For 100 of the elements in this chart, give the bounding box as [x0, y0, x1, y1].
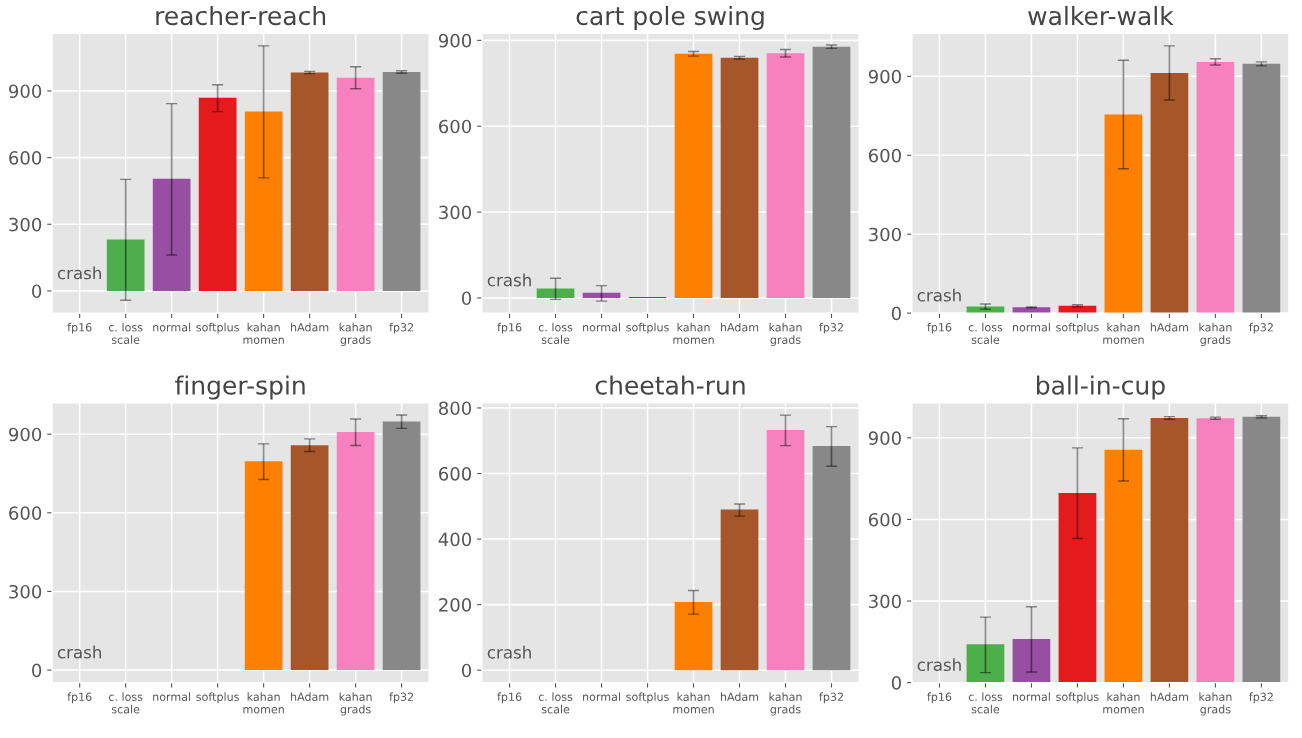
- y-tick-label: 200: [439, 598, 472, 612]
- x-tick-label: softplus: [626, 322, 669, 334]
- y-tick-label: 0: [891, 676, 901, 690]
- y-tick-label: 600: [439, 119, 472, 134]
- y-tick-label: 400: [438, 532, 472, 547]
- x-tick-label: kahan grads: [339, 692, 372, 716]
- x-tick-label: fp16: [497, 322, 522, 334]
- x-tick-label: fp32: [819, 322, 843, 334]
- x-tick-label: fp32: [389, 692, 414, 704]
- x-tick-label: softplus: [1056, 322, 1099, 334]
- bar: [1150, 72, 1189, 314]
- bar: [382, 72, 421, 291]
- x-tick-label: fp32: [819, 692, 843, 704]
- y-tick-label: 300: [9, 217, 42, 232]
- bar: [812, 445, 851, 671]
- y-tick-label: 600: [9, 151, 42, 165]
- chart-title: cart pole swing: [576, 5, 764, 31]
- x-tick-label: hAdam: [291, 322, 329, 332]
- bar: [152, 178, 191, 291]
- x-tick-label: c. loss scale: [968, 322, 1003, 344]
- annotation: crash: [57, 266, 101, 280]
- x-tick-label: c. loss scale: [538, 692, 573, 714]
- y-tick-label: 0: [32, 663, 42, 678]
- x-tick-label: hAdam: [291, 692, 329, 701]
- x-tick-label: hAdam: [1150, 692, 1189, 701]
- y-tick-label: 900: [9, 84, 42, 99]
- x-tick-label: normal: [153, 322, 191, 332]
- chart-title: cheetah-run: [595, 375, 745, 395]
- x-tick-label: fp32: [1249, 692, 1273, 704]
- y-tick-label: 900: [9, 427, 42, 442]
- bar: [766, 53, 805, 298]
- bar: [1104, 449, 1143, 683]
- bar: [812, 46, 851, 298]
- bar: [1104, 114, 1143, 314]
- x-tick-label: normal: [153, 692, 191, 701]
- x-tick-label: normal: [1012, 692, 1050, 701]
- annotation: crash: [57, 645, 101, 659]
- bar: [766, 429, 805, 671]
- x-tick-label: c. loss scale: [538, 322, 573, 344]
- x-tick-label: c. loss scale: [968, 692, 1003, 714]
- y-tick-label: 900: [868, 69, 901, 84]
- bar: [382, 421, 421, 671]
- y-tick-label: 0: [461, 663, 472, 678]
- bar: [1196, 418, 1235, 683]
- y-tick-label: 800: [439, 401, 472, 416]
- y-tick-label: 300: [9, 584, 42, 599]
- bar: [1058, 493, 1097, 683]
- x-tick-label: kahan grads: [339, 322, 372, 347]
- x-tick-label: normal: [1012, 322, 1050, 332]
- x-tick-label: softplus: [196, 692, 239, 704]
- annotation: crash: [487, 645, 531, 659]
- y-tick-label: 300: [869, 227, 901, 242]
- x-tick-label: normal: [583, 322, 620, 332]
- annotation: crash: [487, 273, 531, 287]
- bar: [1242, 63, 1281, 314]
- y-tick-label: 600: [9, 506, 42, 520]
- x-tick-label: kahan momen: [1103, 322, 1144, 344]
- bar: [536, 288, 575, 298]
- y-tick-label: 300: [869, 594, 901, 609]
- x-tick-label: fp16: [67, 322, 92, 334]
- x-tick-label: kahan grads: [1199, 692, 1232, 716]
- x-tick-label: kahan grads: [1199, 322, 1232, 347]
- x-tick-label: fp16: [927, 692, 952, 704]
- x-tick-label: fp16: [497, 692, 522, 704]
- x-tick-label: fp32: [1249, 322, 1273, 334]
- y-tick-label: 600: [868, 512, 901, 527]
- bar: [674, 53, 713, 298]
- x-tick-label: fp16: [67, 692, 92, 704]
- bar: [720, 57, 759, 298]
- bar: [1196, 61, 1235, 314]
- x-tick-label: hAdam: [1150, 322, 1189, 332]
- x-tick-label: kahan momen: [243, 692, 284, 714]
- x-tick-label: c. loss scale: [108, 692, 143, 714]
- bar: [336, 77, 375, 291]
- bar: [336, 432, 375, 671]
- annotation: crash: [917, 288, 961, 302]
- x-tick-label: fp16: [927, 322, 952, 334]
- bar: [290, 72, 329, 291]
- bar: [244, 461, 283, 671]
- x-tick-label: kahan grads: [769, 322, 802, 347]
- bar: [1150, 417, 1189, 683]
- chart-title: reacher-reach: [156, 5, 326, 26]
- annotation: crash: [917, 658, 961, 672]
- bar: [106, 239, 145, 291]
- bar: [244, 111, 283, 291]
- bar: [1012, 639, 1051, 683]
- bar: [720, 509, 759, 671]
- x-tick-label: kahan momen: [673, 692, 714, 714]
- x-tick-label: kahan momen: [673, 322, 714, 344]
- y-tick-label: 600: [439, 466, 472, 481]
- bar: [582, 292, 621, 298]
- y-tick-label: 0: [32, 284, 42, 299]
- x-tick-label: normal: [583, 692, 620, 701]
- x-tick-label: kahan grads: [769, 692, 802, 716]
- chart-title: finger-spin: [175, 375, 305, 400]
- y-tick-label: 0: [461, 291, 472, 306]
- bar: [1242, 416, 1281, 683]
- x-tick-label: kahan momen: [243, 322, 284, 344]
- chart-title: walker-walk: [1028, 5, 1174, 26]
- x-tick-label: softplus: [196, 322, 239, 334]
